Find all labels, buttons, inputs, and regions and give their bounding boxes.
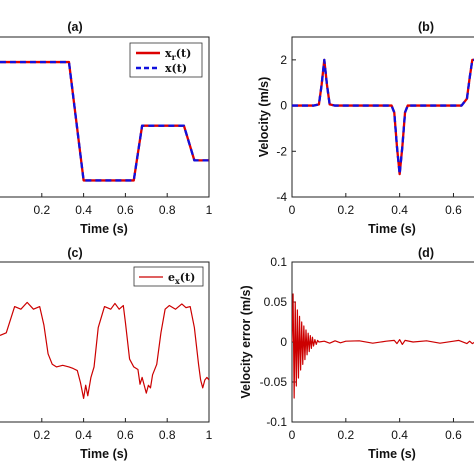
panel-c-legend-box [133,266,204,287]
panel-d-ytick-label: -0.1 [266,415,287,429]
panel-b-xtick-label: 0.2 [337,203,354,217]
panel-b: (b) Time (s) Velocity (m/s) 0 0.2 0.4 0.6 2… [257,20,474,236]
panel-b-ytick-label: 2 [280,53,287,67]
panel-b-title: (b) [418,20,434,34]
panel-a-xtick-label: 0.6 [117,203,134,217]
panel-d-series-solid-line [292,293,474,399]
panel-b-xticks: 0 0.2 0.4 0.6 [289,193,462,217]
panel-d-title: (d) [418,246,434,260]
panel-b-ytick-label: 0 [280,99,287,113]
panel-b-plot-area [291,36,474,198]
panel-a-legend-label-xr: xr(t) [165,47,191,62]
panel-a-legend-box [129,42,203,78]
panel-c: (c) Time (s) 0.2 0.4 0.6 0.8 1 ex(t) [0,246,213,461]
panel-a-xtick-label: 1 [206,203,213,217]
panel-a-series-solid-line [0,60,209,182]
panel-c-xlabel: Time (s) [80,447,128,461]
panel-b-xtick-label: 0 [289,203,296,217]
panel-b-xlabel: Time (s) [368,222,416,236]
panel-a-legend-label-x: x(t) [165,62,187,75]
panel-b-lines [292,58,474,176]
panel-d-xtick-label: 0.6 [445,428,462,442]
panel-a-xtick-label: 0.2 [33,203,50,217]
panel-a-xlabel: Time (s) [80,222,128,236]
panel-d-ytick-label: 0.1 [270,255,287,269]
panel-d-yticks: 0.1 0.05 0 -0.05 -0.1 [260,255,296,429]
panel-c-xtick-label: 1 [206,428,213,442]
panel-d-xticks: 0 0.2 0.4 0.6 [289,418,462,442]
panel-b-ytick-label: -4 [276,190,287,204]
panel-c-legend: ex(t) [133,266,204,287]
panel-c-xtick-label: 0.2 [33,428,50,442]
panel-d: (d) Time (s) Velocity error (m/s) 0 0.2 0.… [239,246,474,461]
panel-c-lines [0,301,209,399]
panel-c-xticks: 0.2 0.4 0.6 0.8 1 [33,418,213,442]
panel-d-xtick-label: 0 [289,428,296,442]
panel-a-xtick-label: 0.4 [75,203,92,217]
panel-d-xlabel: Time (s) [368,447,416,461]
panel-a-xticks: 0.2 0.4 0.6 0.8 1 [33,193,213,217]
panel-b-ylabel: Velocity (m/s) [257,77,271,158]
panel-c-legend-label: ex(t) [168,271,195,286]
panel-d-xtick-label: 0.2 [337,428,354,442]
panel-d-ytick-label: -0.05 [260,375,288,389]
panel-a-lines [0,60,209,182]
panel-c-plot-area [0,261,210,423]
panel-c-xtick-label: 0.4 [75,428,92,442]
panel-b-ytick-label: -2 [276,144,287,158]
panel-a-title: (a) [67,20,82,34]
panel-d-ylabel: Velocity error (m/s) [239,285,253,398]
panel-c-xtick-label: 0.8 [159,428,176,442]
panel-b-xtick-label: 0.4 [391,203,408,217]
panel-b-series-dashed-line [292,58,474,176]
panel-a-xtick-label: 0.8 [159,203,176,217]
panel-a: (a) Time (s) 0.2 0.4 0.6 0.8 1 xr(t) x(t) [0,20,213,236]
panel-c-series-solid-line [0,301,209,399]
panel-a-legend: xr(t) x(t) [129,42,203,78]
panel-d-ytick-label: 0.05 [264,295,288,309]
panel-d-ytick-label: 0 [280,335,287,349]
panel-d-xtick-label: 0.4 [391,428,408,442]
panel-c-title: (c) [67,246,82,260]
panel-d-lines [292,293,474,399]
panel-c-xtick-label: 0.6 [117,428,134,442]
panel-b-xtick-label: 0.6 [445,203,462,217]
